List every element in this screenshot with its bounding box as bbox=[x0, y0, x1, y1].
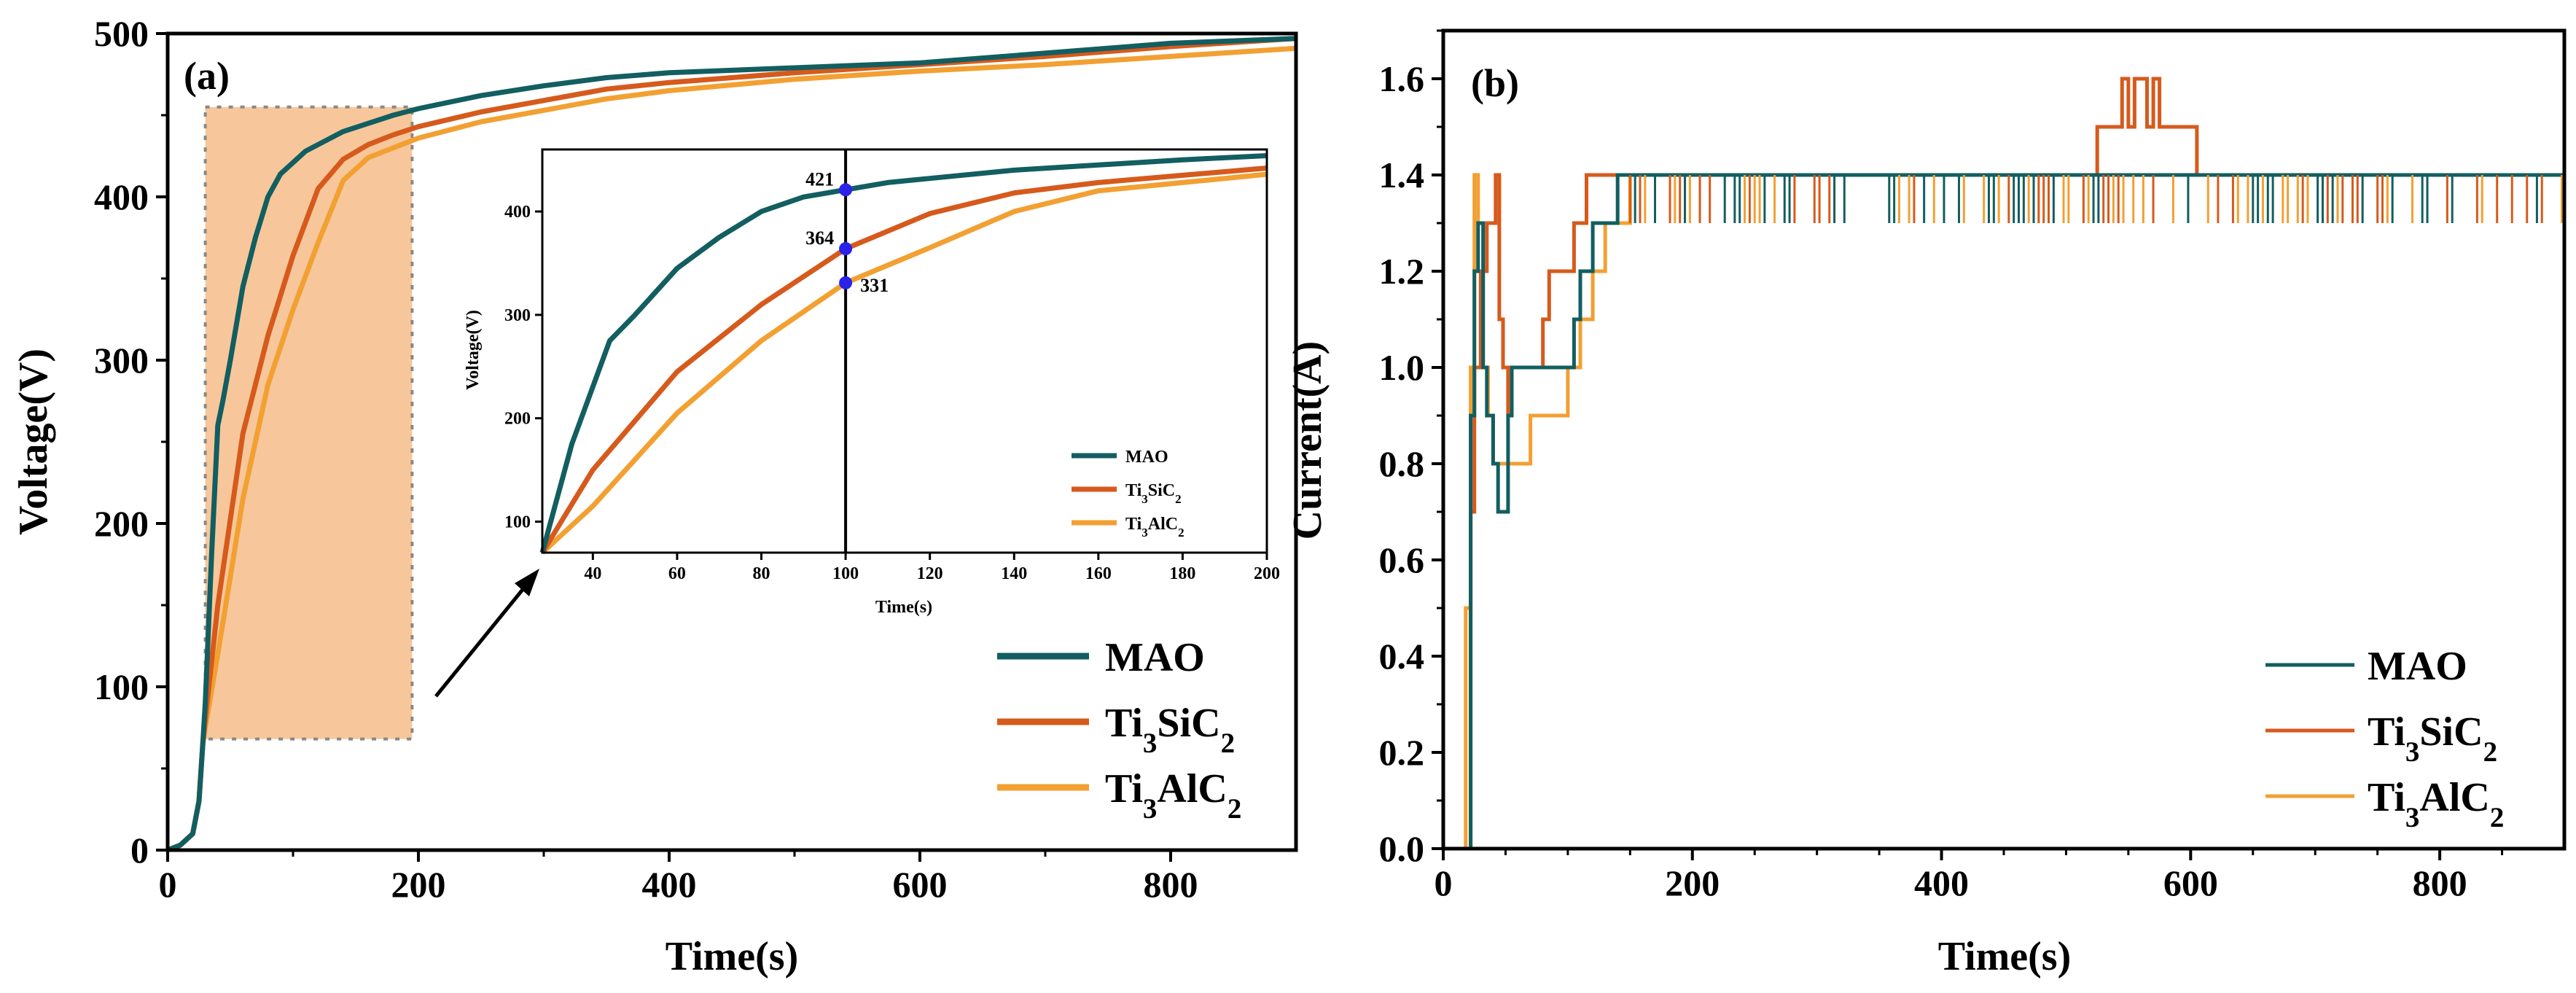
x-tick-label: 0 bbox=[159, 864, 177, 905]
y-tick-label: 100 bbox=[94, 666, 149, 707]
inset-x-tick-label: 100 bbox=[832, 564, 859, 583]
y-tick-label: 300 bbox=[94, 340, 149, 381]
inset-x-tick-label: 140 bbox=[1001, 564, 1027, 583]
inset-series-line-ti3alc2 bbox=[540, 171, 1268, 555]
inset-marker-ti3sic2 bbox=[839, 242, 853, 256]
zoom-arrow bbox=[434, 569, 539, 698]
y-tick-label: 0.4 bbox=[1379, 636, 1425, 677]
inset-series bbox=[539, 153, 1268, 555]
legend-label-ti3alc2: Ti3AlC2 bbox=[2368, 775, 2504, 833]
inset-legend-label-mao: MAO bbox=[1125, 448, 1168, 467]
y-tick-label: 400 bbox=[94, 176, 149, 217]
x-tick-label: 400 bbox=[642, 864, 697, 905]
inset-x-tick-label: 200 bbox=[1254, 564, 1280, 583]
inset-x-tick-label: 40 bbox=[584, 564, 601, 583]
inset-x-tick-label: 80 bbox=[753, 564, 770, 583]
series-line-mao bbox=[166, 36, 1297, 853]
panel-a-legend: MAO Ti3SiC2 Ti3AlC2 bbox=[997, 635, 1241, 825]
inset-legend-label-ti3sic2: Ti3SiC2 bbox=[1125, 481, 1182, 506]
inset-marker-label: 421 bbox=[805, 168, 834, 190]
inset-y-tick-label: 200 bbox=[504, 410, 531, 429]
highlight-box bbox=[203, 105, 414, 741]
x-tick-label: 600 bbox=[2163, 862, 2218, 903]
inset-marker-mao bbox=[839, 183, 853, 197]
y-tick-label: 0.0 bbox=[1379, 828, 1425, 869]
inset-axes-frame bbox=[541, 148, 1268, 554]
panel-a-y-axis-title: Voltage(V) bbox=[11, 348, 56, 535]
inset-x-axis-title: Time(s) bbox=[875, 598, 932, 617]
inset-legend-label-ti3alc2: Ti3AlC2 bbox=[1125, 515, 1184, 540]
current-fluctuation-band bbox=[1628, 175, 2564, 223]
current-line-mao bbox=[1443, 173, 2564, 851]
inset-marker-ti3alc2 bbox=[839, 276, 853, 289]
panel-b-x-ticks: 0 200 400 600 800 bbox=[1435, 849, 2504, 903]
inset-x-ticks: 40 60 80 100 120 140 160 180 200 bbox=[584, 553, 1280, 583]
x-tick-label: 400 bbox=[1914, 862, 1969, 903]
panel-a-label: (a) bbox=[184, 54, 230, 98]
x-tick-label: 200 bbox=[391, 864, 446, 905]
y-tick-label: 0.6 bbox=[1379, 540, 1425, 580]
panel-b-legend: MAO Ti3SiC2 Ti3AlC2 bbox=[2265, 644, 2504, 833]
inset-x-tick-label: 120 bbox=[917, 564, 943, 583]
inset-background bbox=[542, 149, 1267, 553]
x-tick-label: 600 bbox=[893, 864, 948, 905]
panel-a-x-axis-title: Time(s) bbox=[666, 934, 799, 979]
inset-y-tick-label: 300 bbox=[504, 306, 531, 325]
chart-panel-a: 0 200 400 600 800 0 100 200 300 400 500 (a) Time(… bbox=[11, 13, 1298, 979]
inset-marker-label: 364 bbox=[805, 227, 834, 249]
inset-series-line-ti3sic2 bbox=[540, 166, 1268, 554]
inset-markers: 421 364 331 bbox=[805, 168, 889, 296]
inset-y-ticks: 100 200 300 400 bbox=[504, 203, 542, 531]
inset-x-tick-label: 180 bbox=[1169, 564, 1195, 583]
x-tick-label: 800 bbox=[2413, 862, 2467, 903]
x-tick-label: 200 bbox=[1665, 862, 1720, 903]
panel-b-y-ticks: 0.0 0.2 0.4 0.6 0.8 1.0 1.2 1.4 1.6 bbox=[1379, 29, 1443, 869]
panel-a-x-ticks: 0 200 400 600 800 bbox=[159, 850, 1198, 905]
inset-y-axis-title: Voltage(V) bbox=[464, 310, 483, 390]
inset-x-tick-label: 160 bbox=[1085, 564, 1112, 583]
zoom-highlight-region bbox=[203, 105, 414, 741]
panel-b-label: (b) bbox=[1471, 61, 1519, 105]
inset-legend: MAO Ti3SiC2 Ti3AlC2 bbox=[1072, 448, 1184, 540]
legend-label-ti3sic2: Ti3SiC2 bbox=[2368, 709, 2497, 768]
panel-a-y-ticks: 0 100 200 300 400 500 bbox=[94, 13, 168, 871]
legend-label-mao: MAO bbox=[2368, 644, 2467, 689]
x-tick-label: 0 bbox=[1435, 862, 1453, 903]
current-line-ti3sic2 bbox=[1443, 77, 2564, 851]
panel-b-series bbox=[1443, 77, 2564, 851]
legend-label-ti3sic2: Ti3SiC2 bbox=[1105, 701, 1235, 759]
y-tick-label: 1.0 bbox=[1379, 347, 1425, 388]
y-tick-label: 1.4 bbox=[1379, 155, 1425, 195]
inset-y-tick-label: 100 bbox=[504, 513, 531, 531]
inset-chart: 421 364 331 40 60 80 100 120 140 160 180 200 100 20… bbox=[464, 148, 1280, 617]
panel-a-series bbox=[166, 36, 1297, 853]
inset-marker-label: 331 bbox=[860, 275, 889, 296]
inset-series-line-mao bbox=[539, 153, 1268, 553]
y-tick-label: 1.2 bbox=[1379, 251, 1425, 292]
panel-b-x-axis-title: Time(s) bbox=[1938, 934, 2072, 979]
y-tick-label: 200 bbox=[94, 503, 149, 544]
legend-label-ti3alc2: Ti3AlC2 bbox=[1105, 766, 1241, 825]
y-tick-label: 500 bbox=[94, 13, 149, 54]
inset-x-tick-label: 60 bbox=[668, 564, 686, 583]
y-tick-label: 1.6 bbox=[1379, 58, 1425, 99]
y-tick-label: 0.2 bbox=[1379, 732, 1425, 773]
y-tick-label: 0 bbox=[130, 830, 149, 871]
y-tick-label: 0.8 bbox=[1379, 443, 1425, 484]
legend-label-mao: MAO bbox=[1105, 635, 1205, 680]
x-tick-label: 800 bbox=[1144, 864, 1198, 905]
chart-panel-b: 0 200 400 600 800 0.0 0.2 0.4 0.6 0.8 1.0 1.2 1.4 1.… bbox=[1285, 28, 2567, 979]
panel-b-y-axis-title: Current(A) bbox=[1285, 341, 1330, 540]
inset-y-tick-label: 400 bbox=[504, 203, 531, 222]
